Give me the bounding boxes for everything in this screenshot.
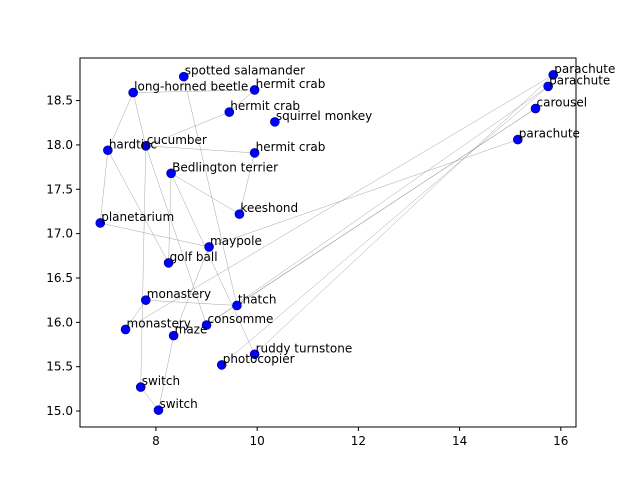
- edge-line: [125, 300, 147, 330]
- data-point: [204, 242, 214, 252]
- data-point: [224, 107, 235, 117]
- edge-line: [158, 335, 174, 411]
- edge-line: [183, 76, 238, 306]
- data-point: [548, 70, 559, 80]
- edge-line: [145, 111, 230, 147]
- data-point: [163, 258, 174, 268]
- x-tick-label: 16: [553, 434, 568, 448]
- edge-line: [140, 145, 147, 388]
- point-label: golf ball: [170, 250, 218, 264]
- edge-line: [206, 86, 549, 326]
- edge-line: [140, 386, 159, 411]
- x-tick-label: 10: [250, 434, 265, 448]
- y-tick-label: 17.0: [46, 227, 73, 241]
- point-label: monastery: [147, 287, 211, 301]
- data-point: [178, 71, 189, 82]
- point-label: parachute: [519, 127, 580, 141]
- point-layer: [95, 70, 559, 415]
- point-label: thatch: [238, 292, 277, 306]
- point-label: maze: [175, 323, 208, 337]
- x-tick-label: 12: [351, 434, 366, 448]
- data-point: [232, 300, 242, 311]
- edge-line: [107, 150, 169, 264]
- edge-line: [206, 108, 536, 326]
- point-label: switch: [142, 374, 180, 388]
- point-label: switch: [159, 397, 197, 411]
- point-label: spotted salamander: [185, 64, 305, 78]
- data-point: [103, 145, 113, 156]
- plot-frame: [79, 57, 577, 428]
- data-point: [270, 117, 280, 127]
- edge-line: [168, 173, 172, 263]
- data-point: [530, 103, 541, 114]
- data-point: [140, 295, 151, 305]
- data-point: [140, 141, 151, 151]
- edge-line: [125, 74, 554, 330]
- data-point: [249, 349, 260, 360]
- y-tick-label: 16.5: [46, 271, 73, 285]
- point-label: carousel: [537, 96, 588, 110]
- point-label: squirrel monkey: [276, 109, 372, 123]
- data-point: [168, 330, 179, 341]
- edge-line: [221, 86, 549, 366]
- y-axis: 15.0 15.5 16.0 16.5 17.0 17.5 18.0 18.5: [46, 94, 80, 418]
- point-label: photocopier: [223, 352, 295, 366]
- point-label: hermit crab: [230, 99, 300, 113]
- edge-line: [239, 152, 255, 215]
- point-label: maypole: [210, 234, 262, 248]
- data-point: [120, 324, 131, 335]
- point-label: keeshond: [240, 201, 298, 215]
- point-label: long-horned beetle: [134, 80, 248, 94]
- point-label: hermit crab: [256, 77, 326, 91]
- edge-line: [100, 222, 210, 248]
- y-tick-label: 15.5: [46, 360, 73, 374]
- point-label: parachute: [549, 73, 610, 87]
- edge-line: [208, 139, 518, 248]
- edge-line: [99, 150, 109, 224]
- data-point: [128, 87, 138, 98]
- y-tick-label: 17.5: [46, 182, 73, 196]
- data-point: [512, 134, 523, 145]
- point-label: cucumber: [147, 133, 207, 147]
- y-tick-label: 16.0: [46, 315, 73, 329]
- edge-line: [132, 92, 147, 146]
- point-label: consomme: [208, 312, 274, 326]
- point-label: hardtisc: [109, 137, 157, 151]
- point-label: parachute: [554, 62, 615, 76]
- point-label: Bedlington terrier: [172, 160, 278, 174]
- edge-line: [145, 145, 207, 326]
- data-point: [153, 405, 164, 415]
- data-point: [135, 382, 146, 392]
- edge-line: [254, 74, 554, 355]
- data-point: [95, 218, 106, 228]
- x-axis: 8 10 12 14 16: [152, 427, 568, 448]
- data-point: [166, 168, 176, 179]
- edge-line: [229, 89, 255, 113]
- edge-layer: [99, 74, 554, 411]
- data-point: [216, 360, 227, 370]
- y-tick-label: 15.0: [46, 404, 73, 418]
- x-tick-label: 8: [152, 434, 160, 448]
- edge-line: [170, 173, 240, 215]
- data-point: [201, 320, 212, 330]
- data-point: [249, 85, 260, 95]
- edge-line: [145, 145, 255, 154]
- data-point: [249, 148, 260, 158]
- x-tick-label: 14: [452, 434, 467, 448]
- point-label: monastery: [127, 316, 191, 330]
- point-label: hermit crab: [256, 140, 326, 154]
- edge-line: [133, 89, 255, 93]
- point-label-layer: parachuteparachutecarouselparachutespott…: [101, 62, 615, 411]
- edge-line: [145, 299, 237, 306]
- edge-line: [170, 173, 255, 355]
- edge-line: [107, 92, 134, 151]
- data-point: [543, 81, 553, 92]
- data-point: [234, 209, 245, 219]
- y-tick-label: 18.5: [46, 94, 73, 108]
- point-label: planetarium: [101, 210, 174, 224]
- point-label: ruddy turnstone: [256, 341, 353, 355]
- y-tick-label: 18.0: [46, 138, 73, 152]
- edge-line: [173, 246, 210, 336]
